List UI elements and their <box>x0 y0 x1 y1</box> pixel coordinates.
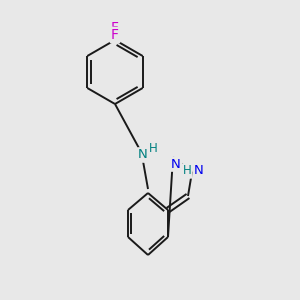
Text: H: H <box>183 164 191 178</box>
Text: H: H <box>183 164 191 178</box>
Text: N: N <box>138 148 148 161</box>
Text: F: F <box>111 28 119 42</box>
Text: H: H <box>148 142 158 155</box>
Text: H: H <box>148 142 158 155</box>
Text: N: N <box>171 158 181 170</box>
Text: N: N <box>194 164 204 176</box>
Text: N: N <box>171 158 181 170</box>
Text: N: N <box>194 164 204 176</box>
Text: N: N <box>138 148 148 161</box>
Text: F: F <box>111 21 119 35</box>
